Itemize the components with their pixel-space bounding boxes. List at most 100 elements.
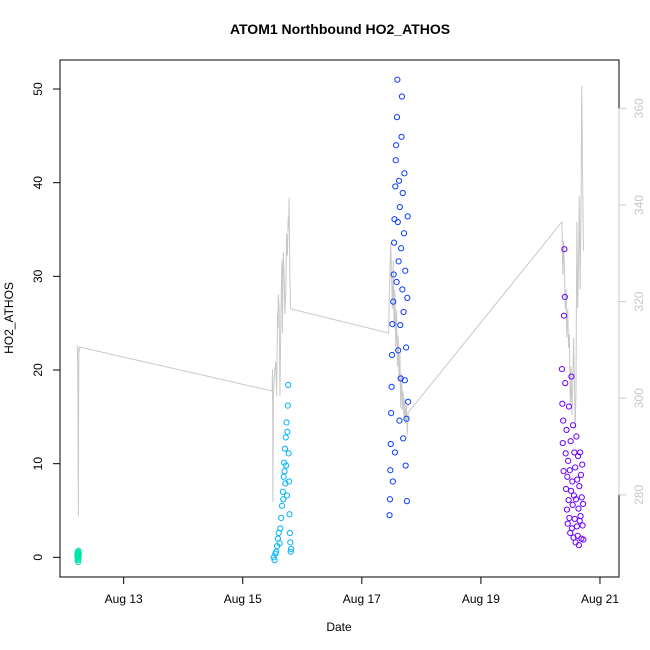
data-point [567,487,575,494]
data-point [75,552,82,559]
data-point [580,536,587,543]
data-point [390,298,397,305]
data-point [400,230,408,237]
data-point [565,457,572,464]
data-point [287,548,294,555]
y-axis-label: HO2_ATHOS [2,282,16,354]
y-tick-label: 30 [31,269,45,283]
data-point [388,351,396,359]
data-point [402,267,409,274]
x-tick-label: Aug 21 [581,592,619,606]
data-point [560,312,568,319]
data-point [565,497,572,504]
data-point [386,496,394,503]
y-tick-label: 50 [31,82,45,96]
data-point [393,142,400,149]
data-point [283,419,290,426]
data-point [282,434,289,441]
data-point [395,258,402,265]
data-point [287,539,294,546]
y-tick-label: 10 [31,457,45,471]
data-point [578,494,585,501]
data-point [285,478,293,485]
data-point [273,548,280,555]
data-point [577,471,585,479]
data-point [404,294,411,301]
data-point [572,539,579,546]
data-point [403,415,410,422]
data-point [568,373,575,380]
data-point [392,157,399,164]
plot-frame [59,59,620,578]
data-point [284,402,291,409]
data-point [389,478,396,485]
y2-tick-label: 360 [632,98,646,118]
data-point [278,502,286,509]
data-point [391,449,398,456]
data-point [564,473,571,480]
secondary-line-layer [76,86,584,517]
scatter-points-layer [74,76,587,566]
data-point [559,400,566,407]
x-tick-label: Aug 15 [224,592,262,606]
data-point [390,271,397,278]
data-point [574,476,581,483]
data-point [387,467,394,474]
y-tick-label: 40 [31,176,45,190]
data-point [286,511,293,518]
data-point [396,203,403,211]
data-point [575,542,582,549]
data-point [562,380,569,387]
data-point [563,506,571,513]
data-point [560,468,567,475]
data-point [392,183,399,190]
data-point [577,449,584,456]
data-point [569,478,576,485]
data-point [566,514,573,522]
data-point [283,492,291,499]
data-point [573,523,580,530]
data-point [288,545,295,553]
data-point [401,377,408,384]
data-point [397,321,404,329]
data-point [391,216,398,223]
data-point [559,439,566,447]
data-point [560,417,567,424]
data-point [282,480,289,487]
data-point [283,462,290,469]
data-point [284,428,291,435]
y2-tick-label: 340 [632,195,646,215]
y-axis-right: 280 300 320 340 360 [618,98,646,505]
x-axis: Aug 13 Aug 15 Aug 17 Aug 19 Aug 21 [105,576,619,606]
data-point [561,293,568,301]
data-point [567,438,574,445]
data-point [285,450,292,457]
data-point [285,381,292,389]
data-point [393,278,400,286]
data-point [280,496,287,503]
data-point [394,76,401,83]
data-point [561,246,568,253]
x-tick-label: Aug 19 [462,592,500,606]
data-point [571,515,578,523]
data-point [386,512,393,519]
data-point [570,422,577,429]
data-point [280,473,287,480]
data-point [579,500,587,508]
data-point [277,525,284,532]
data-point [281,468,288,475]
data-point [579,461,586,468]
data-point [571,449,578,456]
data-point [400,308,407,316]
data-point [281,445,289,452]
data-point [75,550,82,557]
x-tick-label: Aug 17 [343,592,381,606]
chart-title: ATOM1 Northbound HO2_ATHOS [230,21,450,37]
data-point [562,485,570,493]
data-point [575,505,582,512]
scatter-series-3 [386,76,412,519]
data-point [401,170,408,177]
data-point [579,522,586,529]
data-point [568,525,575,532]
y-tick-label: 20 [31,363,45,377]
